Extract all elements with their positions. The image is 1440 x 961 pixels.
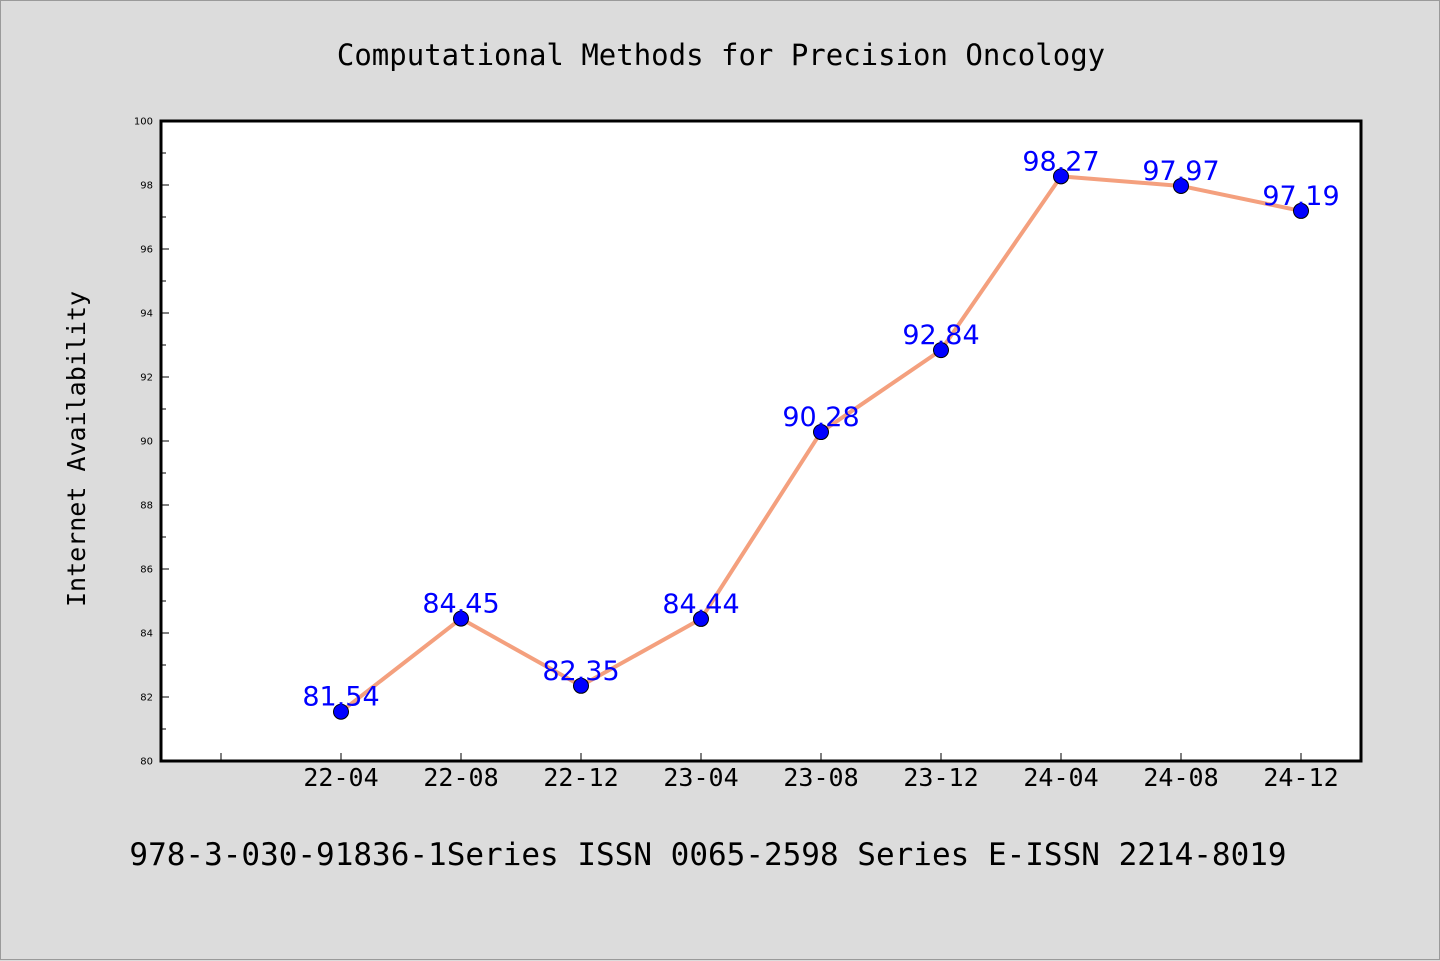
x-tick-label: 22-04 xyxy=(303,763,378,792)
x-tick-label: 24-04 xyxy=(1023,763,1098,792)
footer-isbn-text: 978-3-030-91836-1Series ISSN 0065-2598 S… xyxy=(129,837,1286,873)
x-tick-label: 22-08 xyxy=(423,763,498,792)
x-tick-label: 22-12 xyxy=(543,763,618,792)
x-tick-label: 24-12 xyxy=(1263,763,1338,792)
data-point xyxy=(933,342,949,359)
chart-title: Computational Methods for Precision Onco… xyxy=(337,38,1105,72)
data-point xyxy=(1173,177,1189,194)
data-label: 81.54 xyxy=(302,682,379,713)
data-label: 97.19 xyxy=(1262,181,1339,212)
y-tick-label: 100 xyxy=(134,117,153,128)
data-label: 92.84 xyxy=(902,320,979,351)
data-label: 97.97 xyxy=(1142,156,1219,187)
data-point xyxy=(1293,202,1309,219)
y-tick-label: 88 xyxy=(140,501,153,512)
data-point xyxy=(453,610,469,627)
y-tick-label: 80 xyxy=(140,757,153,768)
x-tick-label: 23-12 xyxy=(903,763,978,792)
y-tick-label: 86 xyxy=(140,565,153,576)
y-tick-label: 96 xyxy=(140,245,153,256)
x-tick-label: 23-04 xyxy=(663,763,738,792)
x-tick-label: 24-08 xyxy=(1143,763,1218,792)
data-label: 84.44 xyxy=(662,589,739,620)
y-axis-label: Internet Availability xyxy=(62,291,91,607)
data-point xyxy=(693,610,709,627)
data-label: 90.28 xyxy=(782,402,859,433)
data-point xyxy=(813,424,829,441)
y-tick-label: 90 xyxy=(140,437,153,448)
x-tick-label: 23-08 xyxy=(783,763,858,792)
y-tick-label: 92 xyxy=(140,373,153,384)
y-tick-label: 94 xyxy=(140,309,153,320)
data-point xyxy=(1053,168,1069,185)
y-tick-label: 84 xyxy=(140,629,153,640)
series-group: 81.54 84.45 82.35 84.44 90.28 92.84 98.27 97.97… xyxy=(302,146,1340,720)
data-label: 98.27 xyxy=(1022,146,1099,177)
y-tick-label: 98 xyxy=(140,181,153,192)
plot-area xyxy=(159,119,1363,763)
y-tick-label: 82 xyxy=(140,693,153,704)
data-point xyxy=(333,703,349,720)
x-axis: 22-04 22-08 22-12 23-04 23-08 23-12 24-04 24-08… xyxy=(220,753,1339,792)
data-label: 84.45 xyxy=(422,589,499,620)
data-point xyxy=(573,677,589,694)
data-label: 82.35 xyxy=(542,656,619,687)
y-axis: 80 82 84 86 88 90 92 94 96 98 100 xyxy=(134,117,169,768)
